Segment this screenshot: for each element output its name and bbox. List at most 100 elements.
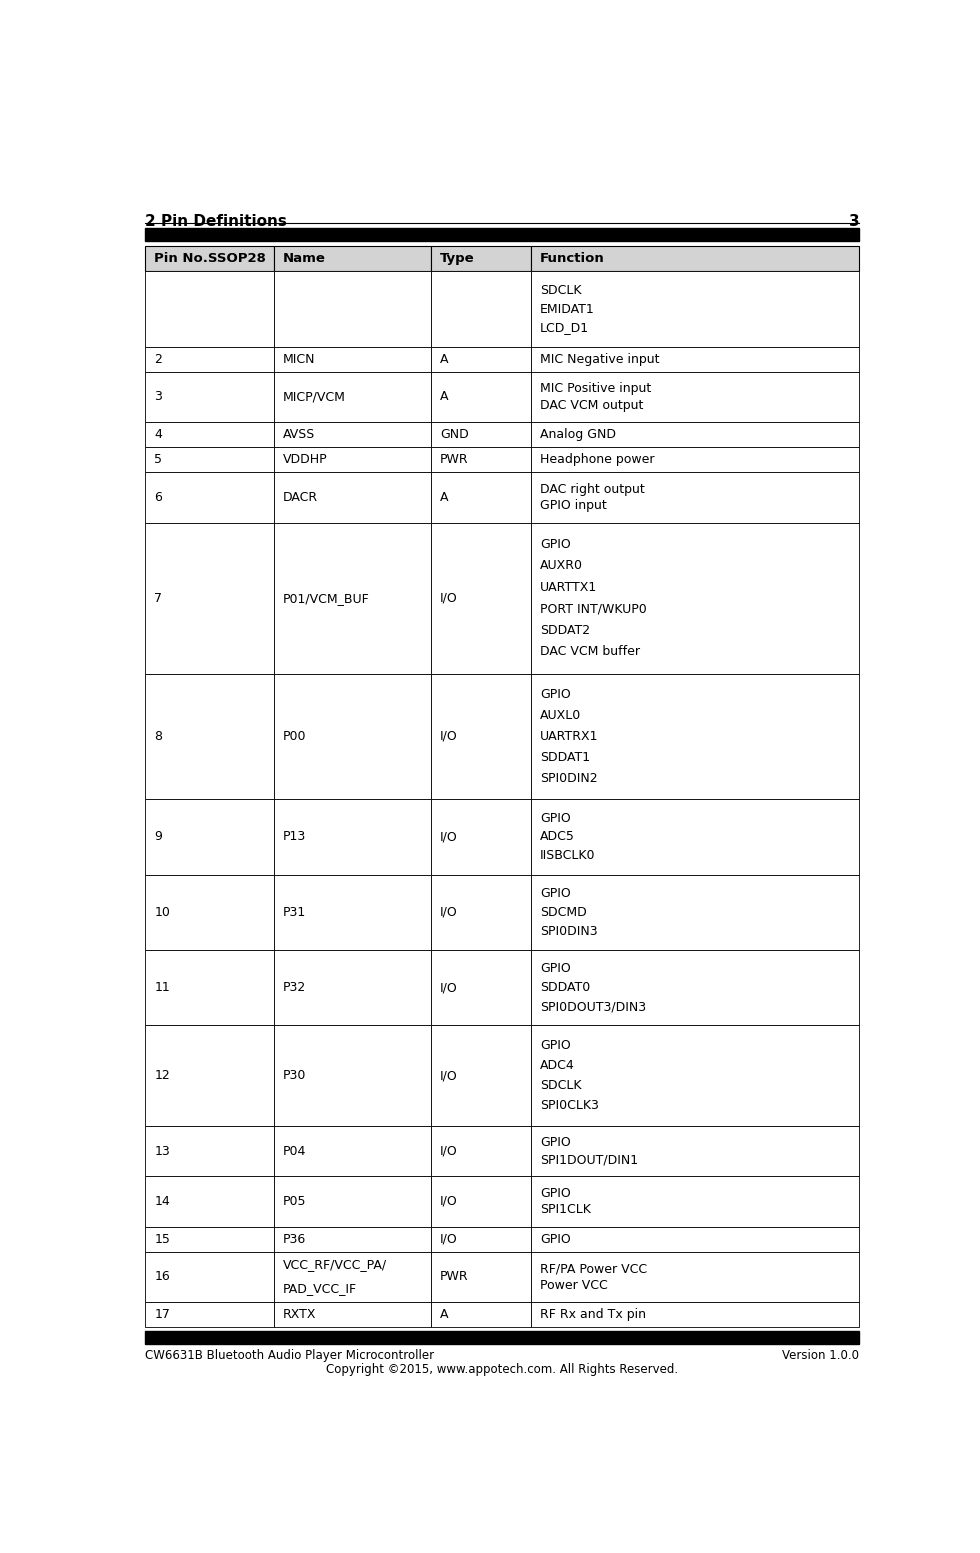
Text: P32: P32 [283, 981, 306, 994]
Text: GPIO input: GPIO input [540, 500, 607, 512]
Text: I/O: I/O [440, 1145, 458, 1157]
Text: LCD_D1: LCD_D1 [540, 321, 589, 334]
Text: VDDHP: VDDHP [283, 453, 327, 466]
Bar [145, 447, 273, 472]
Text: P36: P36 [283, 1233, 306, 1246]
Bar [273, 874, 431, 950]
Text: AUXL0: AUXL0 [540, 708, 581, 722]
Text: GPIO: GPIO [540, 1186, 570, 1199]
Bar [273, 472, 431, 523]
Text: SPI0CLK3: SPI0CLK3 [540, 1100, 599, 1112]
Text: Copyright ©2015, www.appotech.com. All Rights Reserved.: Copyright ©2015, www.appotech.com. All R… [326, 1364, 678, 1376]
Bar [273, 272, 431, 346]
Text: VCC_RF/VCC_PA/: VCC_RF/VCC_PA/ [283, 1258, 387, 1272]
Text: RXTX: RXTX [283, 1308, 317, 1322]
Text: 5: 5 [155, 453, 163, 466]
Bar [431, 674, 531, 800]
Bar [273, 800, 431, 874]
Text: 13: 13 [155, 1145, 171, 1157]
Bar [431, 472, 531, 523]
Text: SPI1DOUT/DIN1: SPI1DOUT/DIN1 [540, 1152, 638, 1166]
Bar [273, 447, 431, 472]
Bar [145, 371, 273, 422]
Bar [431, 523, 531, 674]
Text: Pin No.SSOP28: Pin No.SSOP28 [155, 252, 267, 266]
Bar [531, 371, 859, 422]
Bar [145, 245, 273, 272]
Bar [273, 1126, 431, 1176]
Text: GPIO: GPIO [540, 1039, 570, 1051]
Bar [145, 674, 273, 800]
Text: Power VCC: Power VCC [540, 1278, 608, 1292]
Text: 11: 11 [155, 981, 171, 994]
Bar [145, 1227, 273, 1252]
Bar [531, 472, 859, 523]
Text: PAD_VCC_IF: PAD_VCC_IF [283, 1283, 357, 1295]
Text: 17: 17 [155, 1308, 171, 1322]
Bar [531, 874, 859, 950]
Text: SDCMD: SDCMD [540, 905, 587, 919]
Text: P00: P00 [283, 730, 307, 742]
Bar [431, 950, 531, 1025]
Text: MICP/VCM: MICP/VCM [283, 390, 346, 404]
Text: I/O: I/O [440, 831, 458, 843]
Text: SPI0DOUT3/DIN3: SPI0DOUT3/DIN3 [540, 1000, 646, 1013]
Bar [145, 1301, 273, 1328]
Text: MIC Negative input: MIC Negative input [540, 353, 660, 367]
Bar [431, 422, 531, 447]
Text: SDDAT1: SDDAT1 [540, 750, 590, 764]
Text: I/O: I/O [440, 592, 458, 604]
Text: 6: 6 [155, 491, 163, 505]
Bar [431, 371, 531, 422]
Text: SPI0DIN3: SPI0DIN3 [540, 924, 598, 938]
Text: GPIO: GPIO [540, 1137, 570, 1149]
Text: 4: 4 [155, 429, 163, 441]
Text: UARTRX1: UARTRX1 [540, 730, 599, 742]
Bar [531, 1227, 859, 1252]
Text: 3: 3 [849, 214, 859, 228]
Text: RF Rx and Tx pin: RF Rx and Tx pin [540, 1308, 646, 1322]
Text: DAC VCM buffer: DAC VCM buffer [540, 646, 640, 658]
Bar [145, 950, 273, 1025]
Text: A: A [440, 491, 449, 505]
Text: I/O: I/O [440, 1233, 458, 1246]
Text: A: A [440, 353, 449, 367]
Bar [145, 1126, 273, 1176]
Bar [273, 245, 431, 272]
Bar [273, 674, 431, 800]
Text: ADC5: ADC5 [540, 831, 575, 843]
Text: I/O: I/O [440, 905, 458, 919]
Text: I/O: I/O [440, 981, 458, 994]
Bar [273, 523, 431, 674]
Bar [531, 1025, 859, 1126]
Bar [145, 523, 273, 674]
Bar [431, 1301, 531, 1328]
Text: GPIO: GPIO [540, 688, 570, 700]
Bar [531, 1126, 859, 1176]
Bar [531, 1176, 859, 1227]
Text: SDCLK: SDCLK [540, 1079, 581, 1092]
Text: I/O: I/O [440, 730, 458, 742]
Bar [431, 1025, 531, 1126]
Bar [273, 371, 431, 422]
Text: IISBCLK0: IISBCLK0 [540, 849, 596, 862]
Text: AVSS: AVSS [283, 429, 316, 441]
Text: RF/PA Power VCC: RF/PA Power VCC [540, 1263, 647, 1275]
Bar [431, 447, 531, 472]
Text: PORT INT/WKUP0: PORT INT/WKUP0 [540, 603, 647, 615]
Bar [531, 422, 859, 447]
Bar [531, 1252, 859, 1301]
Text: GPIO: GPIO [540, 1233, 570, 1246]
Text: DAC right output: DAC right output [540, 483, 645, 495]
Bar [145, 272, 273, 346]
Bar [531, 447, 859, 472]
Text: 3: 3 [155, 390, 163, 404]
Text: 9: 9 [155, 831, 163, 843]
Text: 10: 10 [155, 905, 171, 919]
Text: P13: P13 [283, 831, 306, 843]
Bar [531, 674, 859, 800]
Bar [431, 346, 531, 371]
Text: P05: P05 [283, 1194, 307, 1208]
Bar [531, 800, 859, 874]
Text: 14: 14 [155, 1194, 171, 1208]
